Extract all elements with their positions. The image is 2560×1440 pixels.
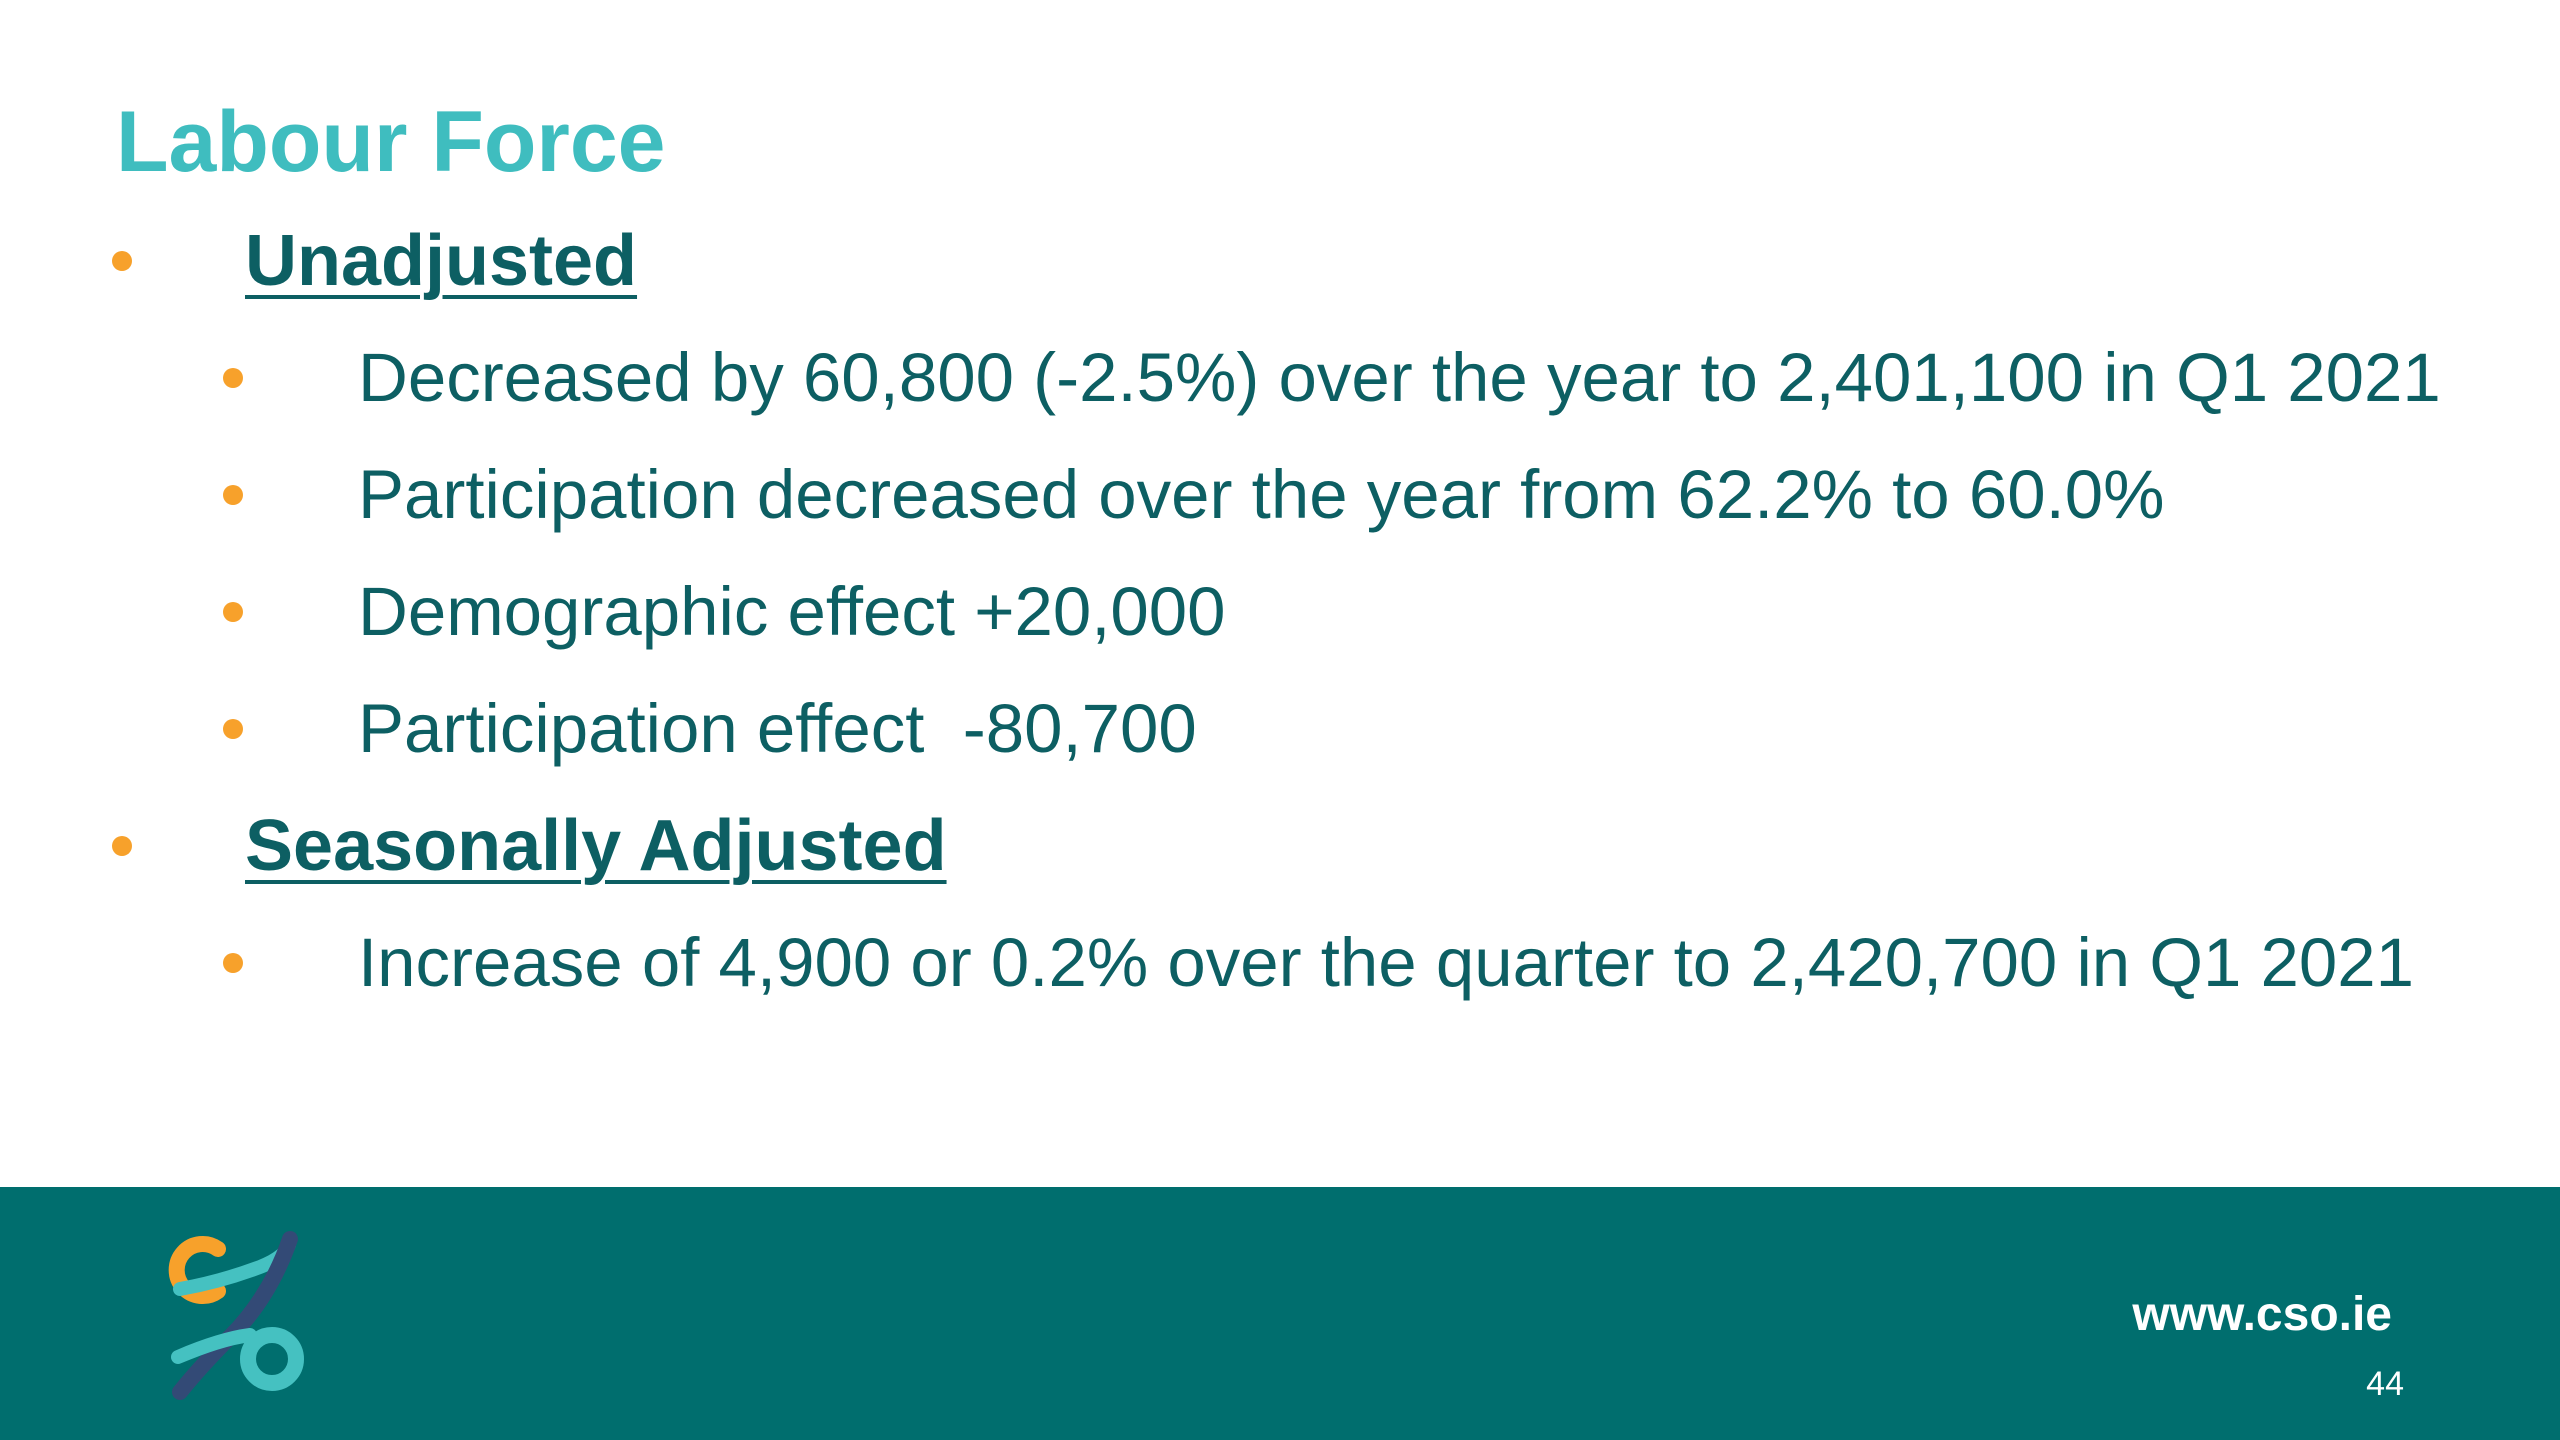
heading-text: Seasonally Adjusted xyxy=(245,806,947,886)
bullet xyxy=(112,251,132,271)
bullet xyxy=(223,719,243,739)
logo xyxy=(168,1231,304,1400)
section-heading: Seasonally Adjusted xyxy=(0,804,2560,888)
item-text: Participation effect -80,700 xyxy=(358,690,1197,767)
bullet xyxy=(223,485,243,505)
footer: www.cso.ie 44 xyxy=(0,1187,2560,1440)
bullet-item: Demographic effect +20,000 xyxy=(0,570,2441,654)
heading-text: Unadjusted xyxy=(245,221,638,301)
bullet xyxy=(223,602,243,622)
item-text: Participation decreased over the year fr… xyxy=(358,456,2165,533)
page-number: 44 xyxy=(2366,1365,2404,1403)
bullet xyxy=(223,368,243,388)
slide-content: Unadjusted Decreased by 60,800 (-2.5%) ov… xyxy=(0,219,2560,1038)
slide-title: Labour Force xyxy=(116,94,666,190)
footer-url: www.cso.ie xyxy=(2132,1288,2392,1341)
bullet xyxy=(112,836,132,856)
bullet-item: Participation effect -80,700 xyxy=(0,687,2441,771)
bullet-item: Decreased by 60,800 (-2.5%) over the yea… xyxy=(0,336,2441,420)
item-text: Increase of 4,900 or 0.2% over the quart… xyxy=(358,924,2415,1001)
section-heading: Unadjusted xyxy=(0,219,2560,303)
bullet-item: Participation decreased over the year fr… xyxy=(0,453,2441,537)
bullet xyxy=(223,953,243,973)
item-text: Decreased by 60,800 (-2.5%) over the yea… xyxy=(358,339,2441,416)
item-text: Demographic effect +20,000 xyxy=(358,573,1226,650)
bullet-item: Increase of 4,900 or 0.2% over the quart… xyxy=(0,921,2441,1005)
